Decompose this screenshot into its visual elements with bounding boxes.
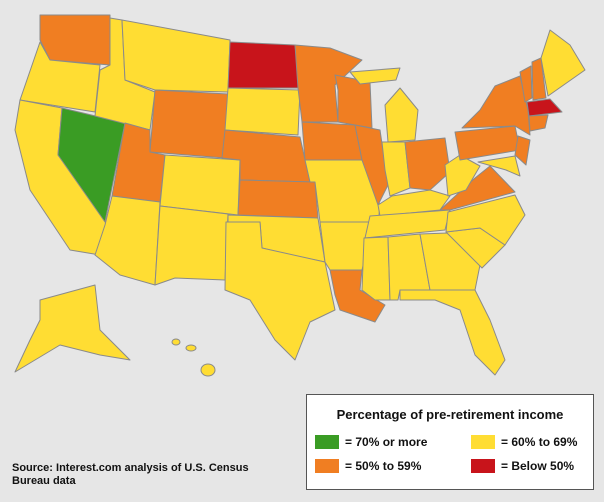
state [224, 221, 336, 361]
state [14, 284, 131, 373]
state [349, 67, 401, 85]
state [519, 65, 533, 103]
state [528, 114, 549, 132]
source-note: Source: Interest.com analysis of U.S. Ce… [12, 462, 249, 487]
state [171, 338, 181, 346]
state [154, 205, 229, 286]
state [354, 124, 389, 206]
legend-title: Percentage of pre-retirement income [336, 407, 564, 422]
state [399, 289, 506, 376]
state [364, 209, 451, 239]
state [227, 41, 301, 89]
state [477, 155, 521, 177]
legend: Percentage of pre-retirement income = 70… [306, 394, 594, 490]
state [224, 87, 301, 136]
legend-swatch [471, 435, 495, 449]
state [454, 125, 521, 161]
state [540, 29, 586, 97]
legend-label: = Below 50% [501, 459, 575, 473]
state [461, 75, 531, 136]
state [384, 87, 419, 143]
legend-swatch [471, 459, 495, 473]
legend-item: = Below 50% [471, 459, 574, 473]
state [514, 135, 531, 166]
state [149, 89, 229, 159]
state [237, 179, 319, 219]
state [419, 232, 481, 291]
state [121, 19, 231, 93]
state [444, 154, 481, 197]
state [301, 121, 363, 161]
legend-label: = 50% to 59% [345, 459, 422, 473]
state [531, 57, 547, 101]
state [361, 236, 391, 301]
legend-item: = 70% or more [315, 435, 427, 449]
legend-item: = 60% to 69% [471, 435, 577, 449]
legend-label: = 60% to 69% [501, 435, 578, 449]
state [294, 44, 363, 123]
state [200, 363, 216, 377]
legend-swatch [315, 459, 339, 473]
state [185, 344, 197, 352]
legend-item: = 50% to 59% [315, 459, 421, 473]
state [445, 194, 526, 246]
legend-swatch [315, 435, 339, 449]
state [159, 154, 241, 216]
state [329, 269, 386, 323]
state [39, 14, 111, 66]
state [404, 137, 451, 191]
state [526, 98, 563, 117]
state [381, 141, 411, 197]
legend-label: = 70% or more [345, 435, 428, 449]
